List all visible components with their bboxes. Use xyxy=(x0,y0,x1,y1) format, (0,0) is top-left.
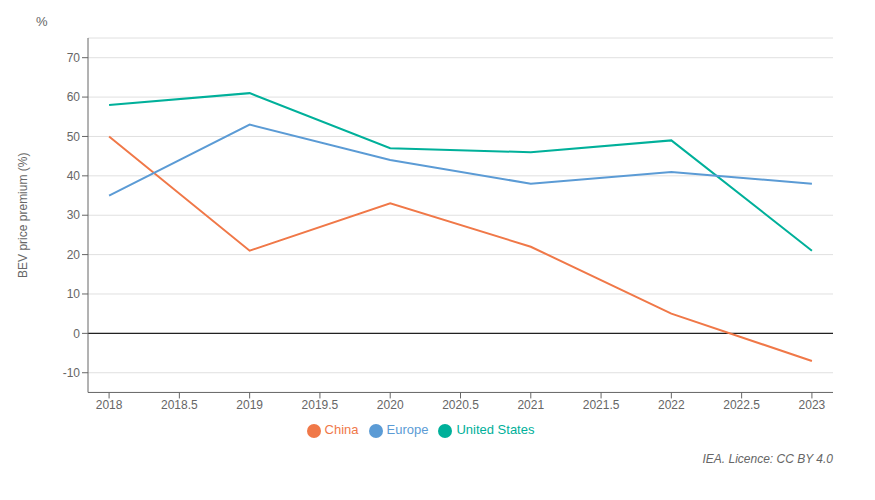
svg-text:2021: 2021 xyxy=(517,398,544,412)
html-text:IEA. Licence: CC BY 4.0: IEA. Licence: CC BY 4.0 xyxy=(702,452,833,466)
svg-text:10: 10 xyxy=(67,287,81,301)
svg-text:2019.5: 2019.5 xyxy=(302,398,339,412)
svg-text:2021.5: 2021.5 xyxy=(583,398,620,412)
html-text:China: China xyxy=(324,422,359,438)
svg-text:2018.5: 2018.5 xyxy=(161,398,198,412)
html-text:United States: United States xyxy=(456,422,535,438)
svg-text:2020.5: 2020.5 xyxy=(442,398,479,412)
svg-text:40: 40 xyxy=(67,169,81,183)
svg-text:60: 60 xyxy=(67,90,81,104)
svg-text:0: 0 xyxy=(73,327,80,341)
svg-text:2018: 2018 xyxy=(96,398,123,412)
svg-text:70: 70 xyxy=(67,51,81,65)
svg-text:20: 20 xyxy=(67,248,81,262)
svg-text:BEV price premium (%): BEV price premium (%) xyxy=(16,153,30,278)
svg-text:30: 30 xyxy=(67,208,81,222)
svg-text:2019: 2019 xyxy=(236,398,263,412)
svg-text:2023: 2023 xyxy=(799,398,826,412)
svg-text:2020: 2020 xyxy=(377,398,404,412)
svg-text:2022.5: 2022.5 xyxy=(723,398,760,412)
svg-text:2022: 2022 xyxy=(658,398,685,412)
svg-text:-10: -10 xyxy=(63,366,81,380)
html-text:Europe: Europe xyxy=(386,422,429,438)
svg-text:50: 50 xyxy=(67,130,81,144)
